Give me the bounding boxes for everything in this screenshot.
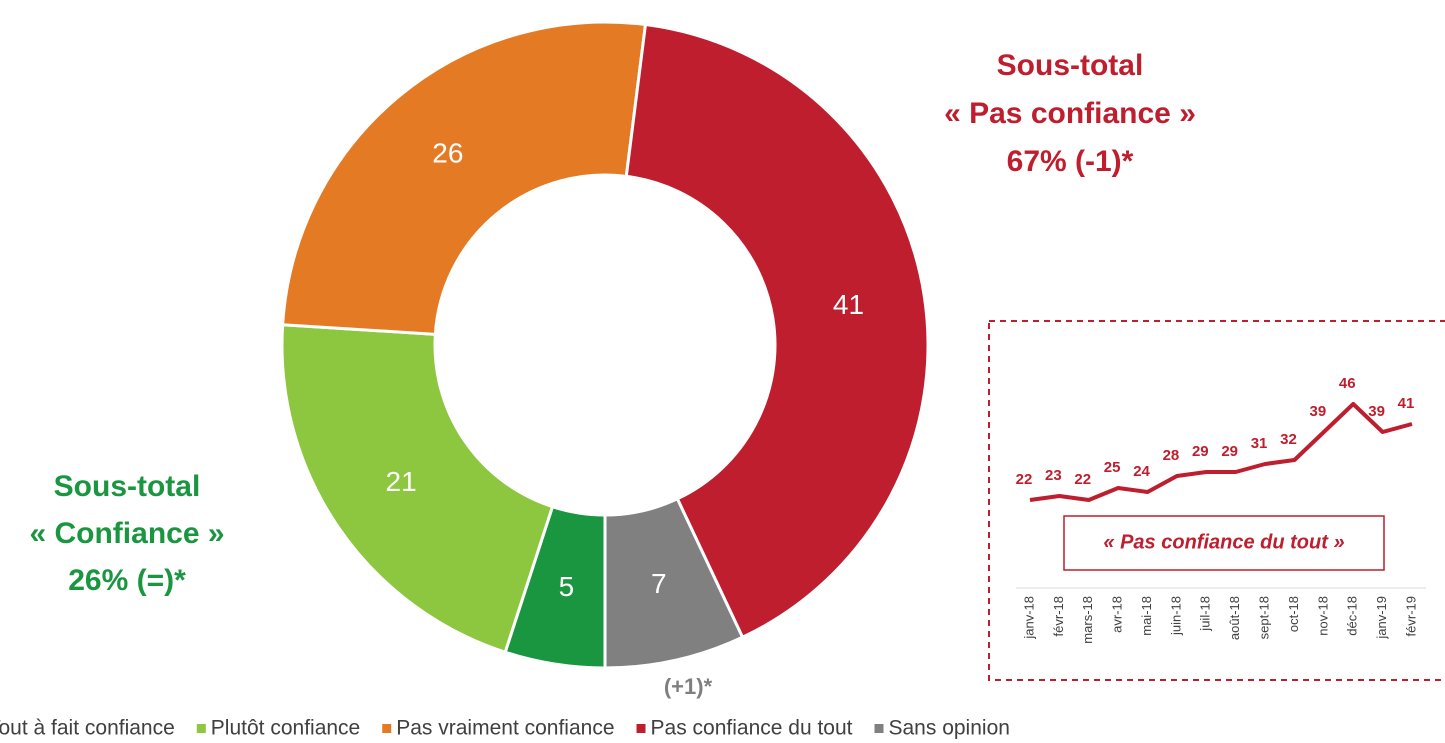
inset-title-box [1063, 515, 1385, 571]
pie-segment [603, 496, 745, 670]
legend-label: Pas confiance du tout [651, 717, 853, 740]
pie-segment [624, 22, 930, 640]
data-label: 29 [1221, 443, 1238, 460]
legend-label: Sans opinion [889, 717, 1010, 740]
legend-swatch [636, 724, 646, 733]
legend-label: Tout à fait confiance [0, 717, 175, 740]
legend-swatch [874, 724, 884, 733]
data-label: 24 [1133, 463, 1150, 480]
pie-segment [281, 20, 648, 336]
annotation: Sous-total [54, 470, 201, 503]
data-label: 5 [559, 571, 575, 602]
data-label: 46 [1339, 375, 1356, 392]
inset-frame [988, 320, 1445, 681]
data-label: 7 [651, 568, 667, 599]
legend-label: Pas vraiment confiance [396, 717, 614, 740]
data-label: 25 [1104, 459, 1121, 476]
x-tick-label: févr-18 [1051, 596, 1066, 636]
annotation: 26% (=)* [68, 564, 186, 597]
x-tick-label: mai-18 [1139, 596, 1154, 636]
inset-title: « Pas confiance du tout » [1103, 531, 1344, 553]
data-label: 22 [1016, 471, 1033, 488]
annotation: « Confiance » [29, 517, 224, 550]
data-label: 29 [1192, 443, 1209, 460]
x-tick-label: oct-18 [1286, 596, 1301, 632]
data-label: 31 [1251, 435, 1268, 452]
x-tick-label: sept-18 [1257, 596, 1272, 639]
data-label: 21 [386, 466, 417, 497]
data-label: 22 [1074, 471, 1091, 488]
data-label: 23 [1045, 467, 1062, 484]
data-label: 28 [1163, 447, 1180, 464]
data-label: 41 [833, 289, 864, 320]
x-tick-label: nov-18 [1315, 596, 1330, 636]
data-label: 39 [1310, 403, 1327, 420]
x-tick-label: déc-18 [1345, 596, 1360, 636]
x-tick-label: janv-18 [1021, 596, 1036, 640]
annotation: (+1)* [664, 674, 713, 699]
data-label: 26 [432, 137, 463, 168]
data-label: 41 [1398, 395, 1415, 412]
x-tick-label: mars-18 [1080, 596, 1095, 644]
legend-label: Plutôt confiance [211, 717, 360, 740]
legend-swatch [196, 724, 206, 733]
annotation: 67% (-1)* [1007, 145, 1134, 178]
line [1029, 402, 1413, 502]
x-tick-label: janv-19 [1374, 596, 1389, 640]
data-label: 32 [1280, 431, 1297, 448]
legend-swatch [382, 724, 392, 733]
data-label: 39 [1368, 403, 1385, 420]
annotation: « Pas confiance » [944, 97, 1196, 130]
x-tick-label: juil-18 [1198, 596, 1213, 632]
x-tick-label: févr-19 [1403, 596, 1418, 636]
x-tick-label: août-18 [1227, 596, 1242, 640]
pie-segment [280, 323, 555, 655]
annotation: Sous-total [997, 49, 1144, 82]
x-tick-label: juin-18 [1168, 596, 1183, 636]
x-tick-label: avr-18 [1110, 596, 1125, 633]
